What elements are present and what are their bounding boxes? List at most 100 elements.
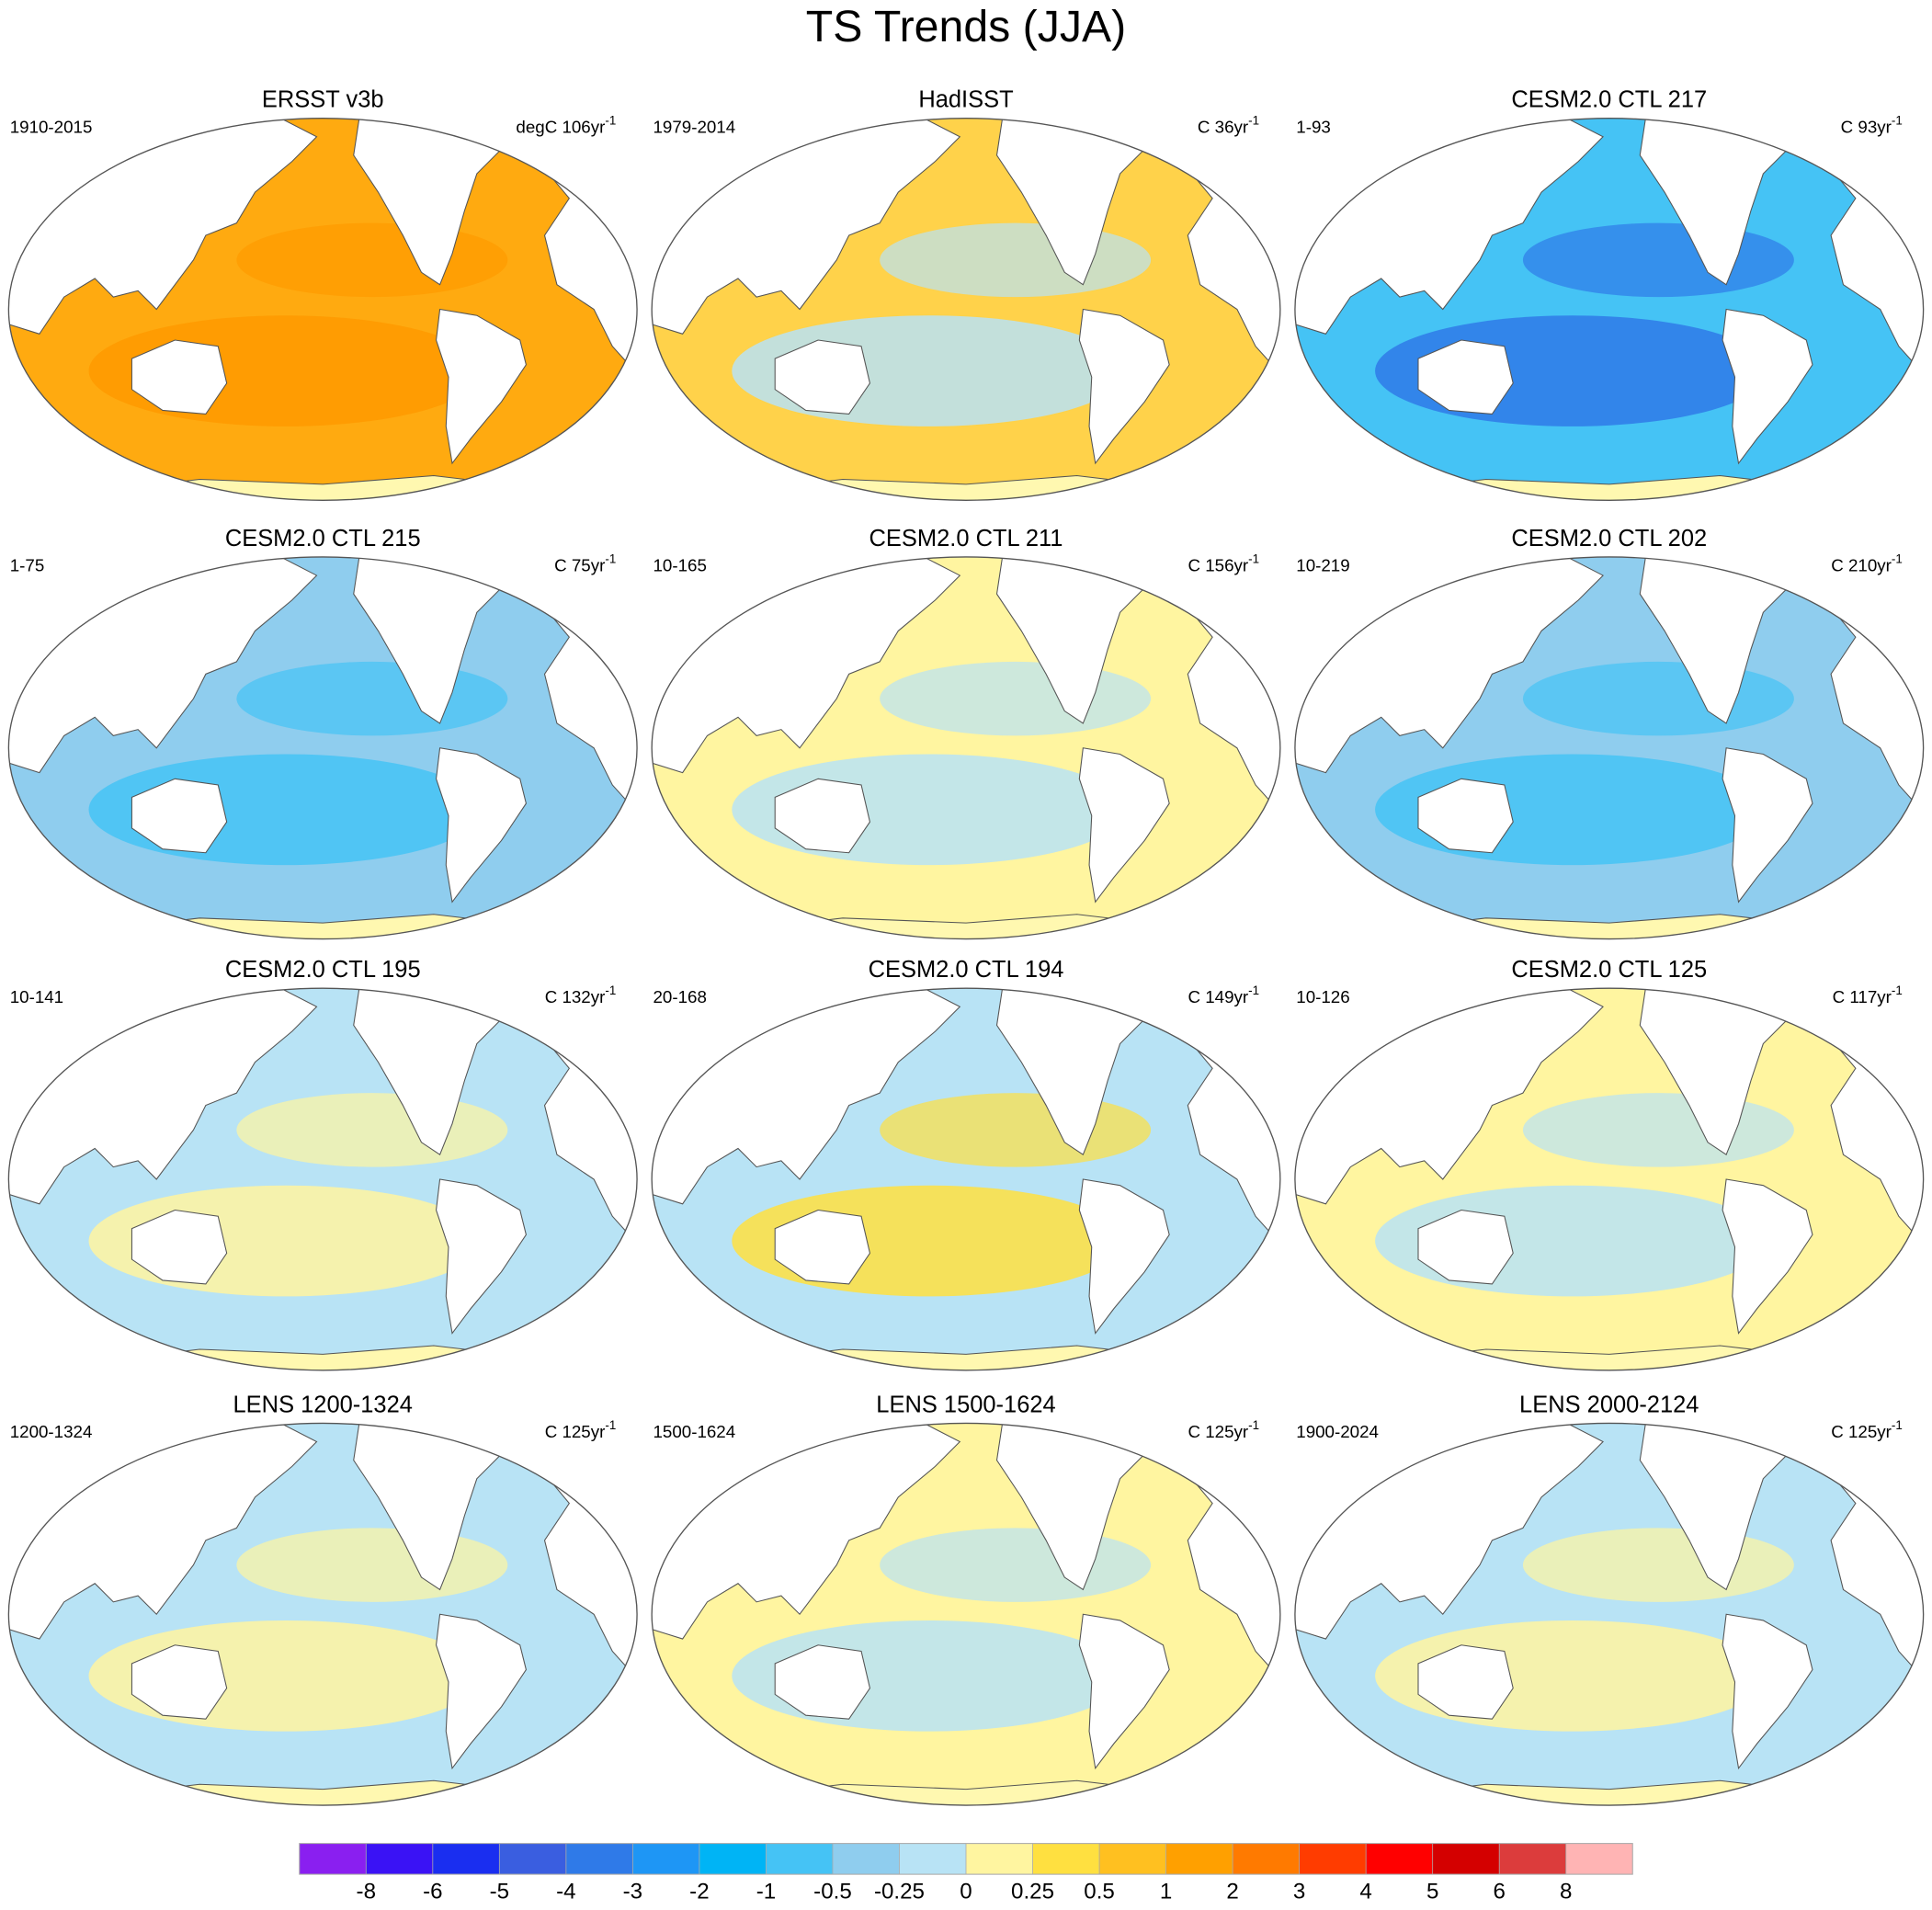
units: C 125yr bbox=[1831, 1422, 1892, 1441]
panel-right-label: C 36yr-1 bbox=[1198, 113, 1259, 136]
units: C 75yr bbox=[554, 556, 605, 575]
panel-right-label: C 75yr-1 bbox=[554, 551, 616, 574]
colorbar-tick-label: 6 bbox=[1493, 1880, 1505, 1904]
map bbox=[652, 118, 1280, 501]
colorbar-box bbox=[432, 1843, 500, 1875]
units: C 132yr bbox=[545, 987, 606, 1006]
colorbar-box bbox=[832, 1843, 900, 1875]
anomaly-blob bbox=[880, 661, 1152, 736]
colorbar-tick-label: 0.25 bbox=[1011, 1880, 1054, 1904]
colorbar-box bbox=[1233, 1843, 1300, 1875]
panel-left-label: 1979-2014 bbox=[653, 117, 735, 136]
map-border bbox=[7, 556, 638, 940]
units-exponent: -1 bbox=[1892, 551, 1903, 565]
units-exponent: -1 bbox=[1248, 1418, 1259, 1432]
anomaly-blob bbox=[880, 1093, 1152, 1167]
panel-right-label: C 125yr-1 bbox=[545, 1418, 617, 1441]
colorbar-box bbox=[1299, 1843, 1367, 1875]
map-border bbox=[651, 556, 1281, 940]
map bbox=[8, 118, 638, 501]
panel-right-label: C 125yr-1 bbox=[1188, 1418, 1259, 1441]
panel-title: CESM2.0 CTL 211 bbox=[869, 526, 1063, 551]
panel-right-label: degC 106yr-1 bbox=[516, 113, 616, 136]
colorbar-box bbox=[1032, 1843, 1100, 1875]
colorbar-tick-label: 3 bbox=[1293, 1880, 1305, 1904]
anomaly-blob bbox=[1522, 1093, 1794, 1167]
units: C 93yr bbox=[1841, 117, 1892, 136]
map bbox=[652, 556, 1280, 939]
map bbox=[1294, 1423, 1924, 1806]
colorbar-box bbox=[1099, 1843, 1166, 1875]
colorbar-tick-label: 4 bbox=[1359, 1880, 1371, 1904]
panel-left-label: 1500-1624 bbox=[653, 1422, 735, 1441]
panel-left-label: 1900-2024 bbox=[1296, 1422, 1379, 1441]
colorbar-box bbox=[565, 1843, 633, 1875]
colorbar-box bbox=[1366, 1843, 1433, 1875]
panel-title: CESM2.0 CTL 202 bbox=[1511, 526, 1707, 551]
panel-title: HadISST bbox=[918, 87, 1013, 113]
units: C 117yr bbox=[1833, 987, 1892, 1006]
anomaly-blob bbox=[236, 222, 508, 298]
anomaly-blob bbox=[880, 222, 1152, 298]
colorbar-tick-label: 5 bbox=[1426, 1880, 1438, 1904]
colorbar-box bbox=[966, 1843, 1033, 1875]
map-border bbox=[1294, 118, 1925, 501]
panel-title: LENS 2000-2124 bbox=[1519, 1392, 1699, 1417]
units-exponent: -1 bbox=[1248, 551, 1259, 565]
anomaly-blob bbox=[1522, 661, 1794, 736]
map bbox=[8, 1423, 638, 1806]
panel-right-label: C 132yr-1 bbox=[545, 983, 617, 1006]
map-border bbox=[7, 987, 638, 1371]
units-exponent: -1 bbox=[605, 983, 616, 996]
panel-right-label: C 93yr-1 bbox=[1841, 113, 1903, 136]
panel-left-label: 10-126 bbox=[1296, 987, 1349, 1006]
units-exponent: -1 bbox=[1892, 1418, 1903, 1432]
colorbar-tick-label: -8 bbox=[357, 1880, 376, 1904]
panel-right-label: C 117yr-1 bbox=[1833, 983, 1903, 1006]
colorbar-tick-label: -0.5 bbox=[813, 1880, 852, 1904]
colorbar-tick-label: 8 bbox=[1560, 1880, 1572, 1904]
panel-right-label: C 156yr-1 bbox=[1188, 551, 1259, 574]
units: C 125yr bbox=[545, 1422, 606, 1441]
anomaly-blob bbox=[236, 1528, 508, 1602]
panel-left-label: 10-219 bbox=[1296, 556, 1349, 575]
units-exponent: -1 bbox=[1248, 983, 1259, 996]
map bbox=[652, 1423, 1280, 1806]
units: C 36yr bbox=[1198, 117, 1248, 136]
panel-left-label: 10-141 bbox=[10, 987, 63, 1006]
colorbar-tick-label: -5 bbox=[490, 1880, 509, 1904]
panel-title: CESM2.0 CTL 194 bbox=[869, 957, 1064, 983]
colorbar-box bbox=[1432, 1843, 1500, 1875]
colorbar-tick-label: 1 bbox=[1160, 1880, 1172, 1904]
colorbar-box bbox=[899, 1843, 966, 1875]
units: C 156yr bbox=[1188, 556, 1248, 575]
figure-title: TS Trends (JJA) bbox=[806, 2, 1127, 51]
anomaly-blob bbox=[1522, 1528, 1794, 1602]
panel-title: CESM2.0 CTL 217 bbox=[1511, 87, 1707, 113]
anomaly-blob bbox=[236, 661, 508, 736]
map-border bbox=[1294, 1422, 1925, 1806]
units-exponent: -1 bbox=[605, 1418, 616, 1432]
map-border bbox=[7, 118, 638, 501]
colorbar-tick-label: -1 bbox=[756, 1880, 776, 1904]
map bbox=[8, 988, 638, 1370]
colorbar-box bbox=[1499, 1843, 1566, 1875]
colorbar-box bbox=[766, 1843, 833, 1875]
colorbar-box bbox=[299, 1843, 367, 1875]
units-exponent: -1 bbox=[1892, 113, 1903, 127]
map-border bbox=[651, 118, 1281, 501]
colorbar-tick-label: 0 bbox=[960, 1880, 972, 1904]
map bbox=[1294, 556, 1924, 939]
colorbar-box bbox=[366, 1843, 433, 1875]
panel-left-label: 10-165 bbox=[653, 556, 706, 575]
map bbox=[1294, 118, 1924, 501]
units-exponent: -1 bbox=[605, 551, 616, 565]
anomaly-blob bbox=[880, 1528, 1152, 1602]
panel-left-label: 1-75 bbox=[10, 556, 45, 575]
colorbar-tick-label: -2 bbox=[689, 1880, 709, 1904]
map-border bbox=[651, 1422, 1281, 1806]
colorbar-tick-label: 2 bbox=[1226, 1880, 1238, 1904]
map bbox=[652, 988, 1280, 1370]
panel-left-label: 20-168 bbox=[653, 987, 706, 1006]
